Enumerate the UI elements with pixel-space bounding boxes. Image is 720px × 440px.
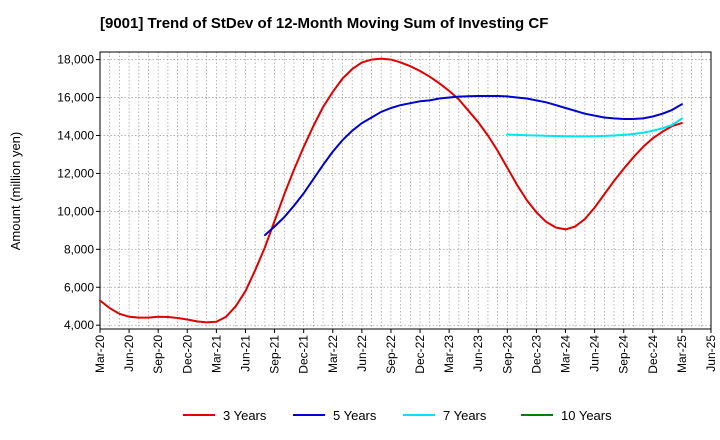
series-line-5-years bbox=[263, 95, 683, 237]
y-axis-label: Amount (million yen) bbox=[8, 132, 23, 251]
series-line-3-years bbox=[99, 57, 683, 324]
x-tick-label: Dec-24 bbox=[646, 335, 660, 374]
x-tick-label: Jun-21 bbox=[238, 335, 252, 372]
x-tick-label: Dec-21 bbox=[297, 335, 311, 374]
plot-area-frame bbox=[99, 51, 712, 330]
legend-label: 5 Years bbox=[333, 408, 377, 423]
x-tick-label: Mar-20 bbox=[93, 335, 107, 373]
y-tick-label: 16,000 bbox=[57, 91, 94, 105]
x-tick-label: Jun-23 bbox=[471, 335, 485, 372]
x-axis-ticks: Mar-20 Jun-20 Sep-20 Dec-20 Mar-21 Jun-21 Sep-… bbox=[93, 329, 718, 374]
y-axis-ticks: 4,000 6,000 8,000 10,000 12,000 14,000 16,000 1… bbox=[57, 53, 100, 332]
x-tick-label: Mar-23 bbox=[442, 335, 456, 373]
x-tick-label: Jun-24 bbox=[588, 335, 602, 372]
x-tick-label: Dec-23 bbox=[529, 335, 543, 374]
gridlines bbox=[99, 52, 712, 329]
x-tick-label: Sep-23 bbox=[500, 335, 514, 374]
y-tick-label: 18,000 bbox=[57, 53, 94, 67]
x-tick-label: Mar-22 bbox=[326, 335, 340, 373]
legend: 3 Years 5 Years 7 Years 10 Years bbox=[183, 408, 612, 423]
chart-title: [9001] Trend of StDev of 12-Month Moving… bbox=[100, 15, 548, 32]
y-tick-label: 8,000 bbox=[64, 242, 94, 256]
x-tick-label: Jun-22 bbox=[355, 335, 369, 372]
legend-label: 10 Years bbox=[561, 408, 612, 423]
x-tick-label: Dec-20 bbox=[180, 335, 194, 374]
x-tick-label: Dec-22 bbox=[413, 335, 427, 374]
x-tick-label: Mar-25 bbox=[675, 335, 689, 373]
x-tick-label: Sep-22 bbox=[384, 335, 398, 374]
x-tick-label: Mar-24 bbox=[559, 335, 573, 373]
legend-label: 7 Years bbox=[443, 408, 487, 423]
y-tick-label: 6,000 bbox=[64, 280, 94, 294]
legend-label: 3 Years bbox=[223, 408, 267, 423]
x-tick-label: Jun-20 bbox=[122, 335, 136, 372]
y-tick-label: 10,000 bbox=[57, 204, 94, 218]
y-tick-label: 4,000 bbox=[64, 318, 94, 332]
y-tick-label: 14,000 bbox=[57, 128, 94, 142]
x-tick-label: Sep-20 bbox=[151, 335, 165, 374]
x-tick-label: Sep-24 bbox=[617, 335, 631, 374]
y-tick-label: 12,000 bbox=[57, 166, 94, 180]
x-tick-label: Mar-21 bbox=[209, 335, 223, 373]
series-line-7-years bbox=[506, 117, 683, 138]
series-group bbox=[99, 57, 683, 324]
x-tick-label: Jun-25 bbox=[704, 335, 718, 372]
x-tick-label: Sep-21 bbox=[268, 335, 282, 374]
